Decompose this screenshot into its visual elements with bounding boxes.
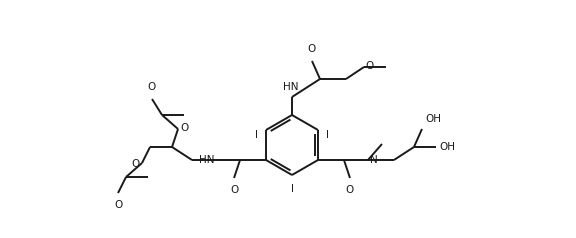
Text: O: O xyxy=(147,82,155,92)
Text: O: O xyxy=(132,159,140,169)
Text: OH: OH xyxy=(425,114,441,124)
Text: O: O xyxy=(230,185,238,195)
Text: I: I xyxy=(290,184,294,194)
Text: HN: HN xyxy=(199,155,214,165)
Text: I: I xyxy=(327,130,329,140)
Text: HN: HN xyxy=(283,82,299,92)
Text: N: N xyxy=(370,155,378,165)
Text: O: O xyxy=(180,123,188,133)
Text: I: I xyxy=(255,130,257,140)
Text: O: O xyxy=(308,44,316,54)
Text: O: O xyxy=(114,200,122,210)
Text: O: O xyxy=(346,185,354,195)
Text: OH: OH xyxy=(439,142,455,152)
Text: O: O xyxy=(365,61,373,71)
